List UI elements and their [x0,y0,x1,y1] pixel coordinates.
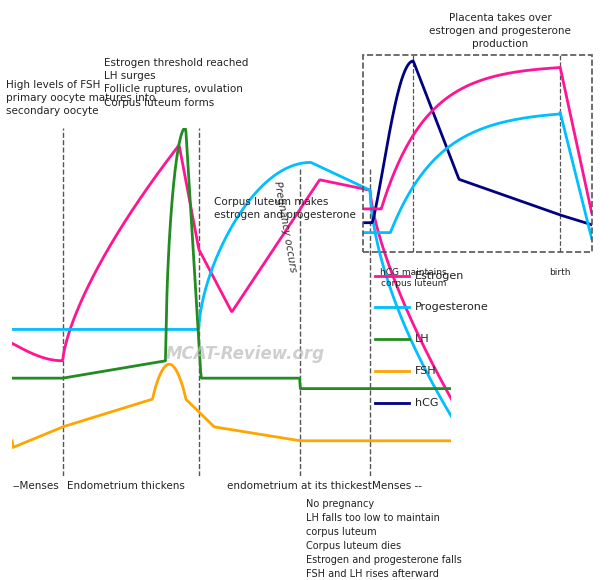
Text: hCG maintains
corpus luteum: hCG maintains corpus luteum [380,268,447,288]
Text: hCG: hCG [415,398,439,408]
Text: MCAT-Review.org: MCAT-Review.org [165,345,325,363]
Text: --Menses: --Menses [12,481,59,491]
Text: Estrogen: Estrogen [415,270,464,281]
Text: Estrogen threshold reached
LH surges
Follicle ruptures, ovulation
Corpus luteum : Estrogen threshold reached LH surges Fol… [104,58,249,108]
Text: Corpus luteum makes
estrogen and progesterone: Corpus luteum makes estrogen and progest… [214,197,356,220]
Text: endometrium at its thickest: endometrium at its thickest [228,481,372,491]
Text: Progesterone: Progesterone [415,302,489,313]
Text: birth: birth [549,268,570,277]
Text: Menses --: Menses -- [372,481,422,491]
Text: LH: LH [415,334,429,345]
Text: No pregnancy
LH falls too low to maintain
corpus luteum
Corpus luteum dies
Estro: No pregnancy LH falls too low to maintai… [306,499,462,579]
Text: FSH: FSH [415,366,436,376]
Text: Endometrium thickens: Endometrium thickens [68,481,185,491]
Text: Placenta takes over
estrogen and progesterone
production: Placenta takes over estrogen and progest… [429,13,571,49]
Text: Pregnancy occurs: Pregnancy occurs [272,180,298,273]
Text: High levels of FSH
primary oocyte matures into
secondary oocyte: High levels of FSH primary oocyte mature… [6,79,156,116]
